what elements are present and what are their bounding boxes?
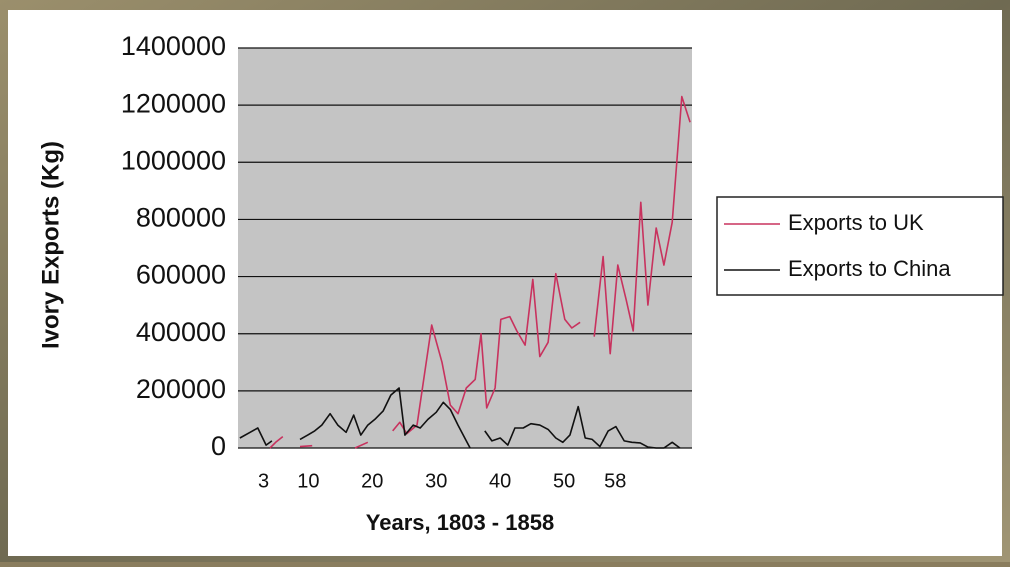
y-tick-label: 400000 [136, 317, 226, 347]
series-line [269, 95, 691, 449]
legend-label: Exports to China [788, 256, 951, 281]
x-tick-label: 20 [361, 470, 383, 492]
x-tick-label: 10 [297, 470, 319, 492]
x-tick-label: 40 [489, 470, 511, 492]
x-tick-label: 50 [553, 470, 575, 492]
plot-area [238, 48, 692, 448]
y-tick-label: 1000000 [121, 145, 226, 175]
legend-label: Exports to UK [788, 210, 924, 235]
y-axis-title: Ivory Exports (Kg) [37, 141, 64, 349]
y-tick-label: 600000 [136, 260, 226, 290]
x-tick-label: 3 [258, 470, 269, 492]
x-tick-label: 58 [604, 470, 626, 492]
legend [716, 196, 1004, 296]
y-tick-label: 800000 [136, 203, 226, 233]
x-tick-label: 30 [425, 470, 447, 492]
y-tick-label: 1200000 [121, 88, 226, 118]
series-line [239, 387, 681, 449]
y-tick-label: 1400000 [121, 31, 226, 61]
x-axis-title: Years, 1803 - 1858 [366, 510, 554, 535]
y-tick-label: 200000 [136, 374, 226, 404]
y-tick-label: 0 [211, 431, 226, 461]
